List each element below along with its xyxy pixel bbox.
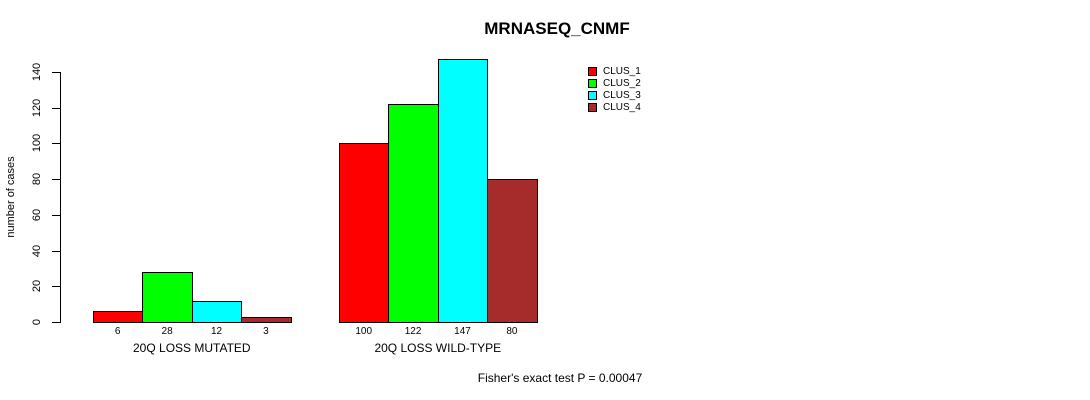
bar-clus_3-group1	[191, 301, 243, 323]
legend-row: CLUS_2	[588, 77, 641, 89]
y-axis-tick	[52, 286, 60, 288]
bar-value-label: 12	[210, 326, 223, 337]
bar-clus_1-group1	[93, 311, 144, 323]
y-axis-tick	[52, 250, 60, 252]
fisher-test-annotation: Fisher's exact test P = 0.00047	[477, 371, 643, 385]
legend-label: CLUS_2	[603, 77, 641, 89]
bar-value-label: 28	[161, 326, 173, 337]
bar-clus_4-group1	[241, 317, 292, 323]
bar-value-label: 100	[355, 326, 373, 337]
y-axis-tick-label: 140	[31, 62, 43, 82]
y-axis-tick-label: 40	[31, 244, 43, 257]
legend-label: CLUS_3	[603, 89, 641, 101]
bar-clus_2-group1	[142, 272, 193, 323]
y-axis-label: number of cases	[5, 156, 17, 238]
bar-value-label: 122	[404, 326, 422, 337]
y-axis-tick	[52, 179, 60, 181]
legend-row: CLUS_1	[588, 65, 641, 77]
y-axis-tick-label: 80	[31, 173, 43, 186]
legend-swatch-icon	[588, 78, 597, 88]
legend-swatch-icon	[588, 90, 597, 100]
y-axis-tick-label: 120	[31, 98, 43, 117]
group-label-2: 20Q LOSS WILD-TYPE	[374, 341, 502, 355]
bar-value-label: 80	[506, 326, 518, 337]
y-axis-tick	[52, 322, 60, 323]
bar-clus_4-group2	[487, 179, 538, 323]
y-axis-tick	[52, 143, 60, 145]
legend-swatch-icon	[588, 66, 597, 76]
y-axis-tick-label: 0	[31, 318, 43, 326]
chart-title: MRNASEQ_CNMF	[484, 19, 630, 38]
y-axis-tick	[52, 214, 60, 216]
y-axis-line	[60, 72, 61, 323]
y-axis-tick-label: 100	[31, 134, 43, 153]
legend-row: CLUS_4	[588, 101, 641, 113]
y-axis-tick-label: 20	[31, 280, 43, 293]
group-label-1: 20Q LOSS MUTATED	[133, 341, 251, 355]
bar-clus_2-group2	[388, 104, 439, 323]
bar-clus_1-group2	[339, 143, 390, 323]
legend-row: CLUS_3	[588, 89, 641, 101]
legend: CLUS_1 CLUS_2 CLUS_3 CLUS_4	[588, 65, 641, 113]
y-axis-tick-label: 60	[31, 208, 43, 221]
bar-clus_3-group2	[437, 59, 489, 323]
bar-value-label: 147	[454, 326, 471, 337]
legend-label: CLUS_4	[603, 101, 641, 113]
legend-swatch-icon	[588, 102, 597, 112]
y-axis-tick	[52, 107, 60, 109]
y-axis-tick	[52, 72, 60, 73]
legend-label: CLUS_1	[603, 65, 641, 77]
bar-value-label: 6	[114, 326, 121, 337]
bar-value-label: 3	[263, 326, 269, 337]
